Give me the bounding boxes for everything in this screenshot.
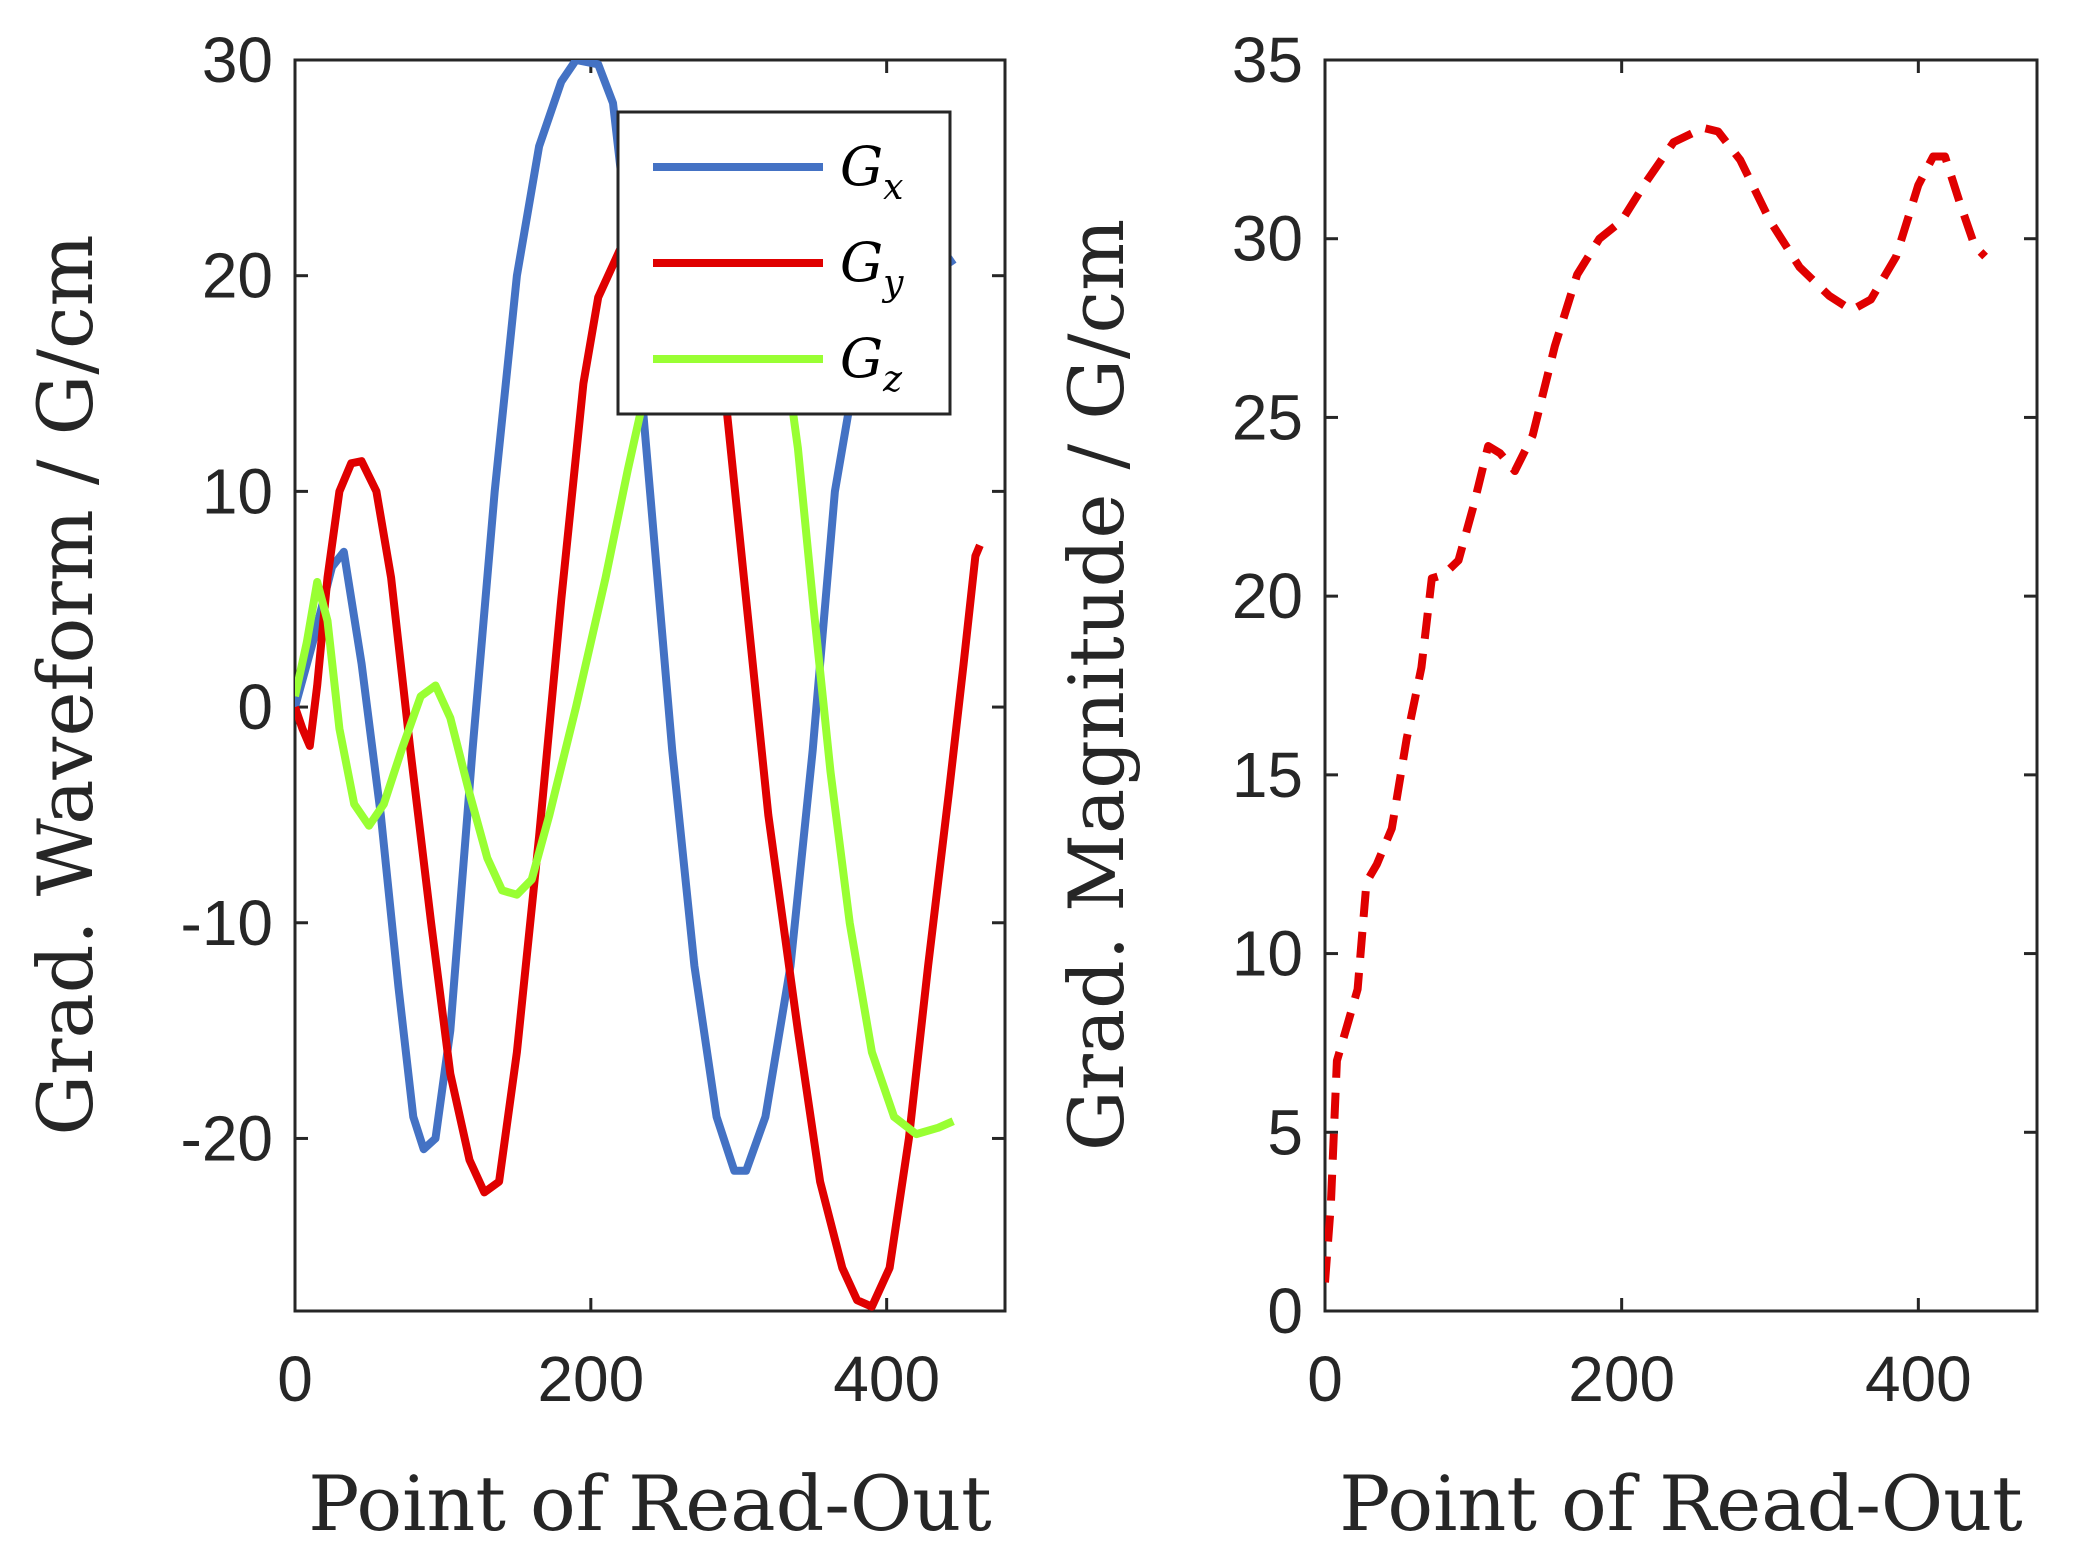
magnitude-x-tick-label: 0 bbox=[1307, 1343, 1343, 1415]
magnitude-y-tick-label: 15 bbox=[1232, 739, 1303, 811]
waveform-panel: 0 200 400 -20 -10 0 10 20 30 Gx Gy Gz Grad. Wavefo… bbox=[21, 24, 1007, 1548]
magnitude-x-tick-label: 400 bbox=[1865, 1343, 1972, 1415]
magnitude-ticks: 0 200 400 0 5 10 15 20 25 30 35 bbox=[1232, 24, 2037, 1415]
legend-label-y: Gy bbox=[840, 231, 904, 304]
waveform-y-tick-label: -10 bbox=[181, 887, 274, 959]
magnitude-y-tick-label: 35 bbox=[1232, 24, 1303, 96]
waveform-y-tick-label: 10 bbox=[202, 455, 273, 527]
magnitude-panel: 0 200 400 0 5 10 15 20 25 30 35 Grad. Magnitude / … bbox=[1052, 24, 2039, 1548]
waveform-y-tick-label: 0 bbox=[237, 671, 273, 743]
waveform-x-tick-label: 0 bbox=[277, 1343, 313, 1415]
waveform-x-tick-label: 400 bbox=[833, 1343, 940, 1415]
legend-label-z: Gz bbox=[840, 327, 903, 400]
magnitude-y-axis-title: Grad. Magnitude / G/cm bbox=[1052, 219, 1141, 1151]
legend-item-z: Gz bbox=[653, 327, 903, 400]
magnitude-x-axis-title: Point of Read-Out bbox=[1339, 1459, 2022, 1548]
waveform-series-z-line bbox=[295, 239, 955, 1139]
magnitude-x-tick-label: 200 bbox=[1568, 1343, 1675, 1415]
waveform-y-axis-title: Grad. Waveform / G/cm bbox=[21, 234, 110, 1135]
waveform-x-tick-label: 200 bbox=[537, 1343, 644, 1415]
magnitude-y-tick-label: 5 bbox=[1267, 1096, 1303, 1168]
legend-label-x: Gx bbox=[840, 135, 903, 208]
waveform-series-y-line bbox=[295, 228, 984, 1311]
magnitude-y-tick-label: 25 bbox=[1232, 381, 1303, 453]
legend-item-y: Gy bbox=[653, 231, 904, 304]
waveform-y-tick-label: -20 bbox=[181, 1102, 274, 1174]
magnitude-y-tick-label: 10 bbox=[1232, 918, 1303, 990]
waveform-y-tick-label: 20 bbox=[202, 240, 273, 312]
waveform-y-tick-label: 30 bbox=[202, 24, 273, 96]
magnitude-y-tick-label: 20 bbox=[1232, 560, 1303, 632]
waveform-ticks: 0 200 400 -20 -10 0 10 20 30 bbox=[181, 24, 1005, 1415]
legend: Gx Gy Gz bbox=[616, 110, 952, 416]
magnitude-series-magnitude-line bbox=[1325, 123, 1988, 1283]
waveform-x-axis-title: Point of Read-Out bbox=[308, 1459, 991, 1548]
magnitude-lines bbox=[1325, 123, 1988, 1283]
magnitude-y-tick-label: 0 bbox=[1267, 1275, 1303, 1347]
magnitude-plot-frame bbox=[1323, 58, 2039, 1313]
legend-item-x: Gx bbox=[653, 135, 903, 208]
magnitude-y-tick-label: 30 bbox=[1232, 203, 1303, 275]
